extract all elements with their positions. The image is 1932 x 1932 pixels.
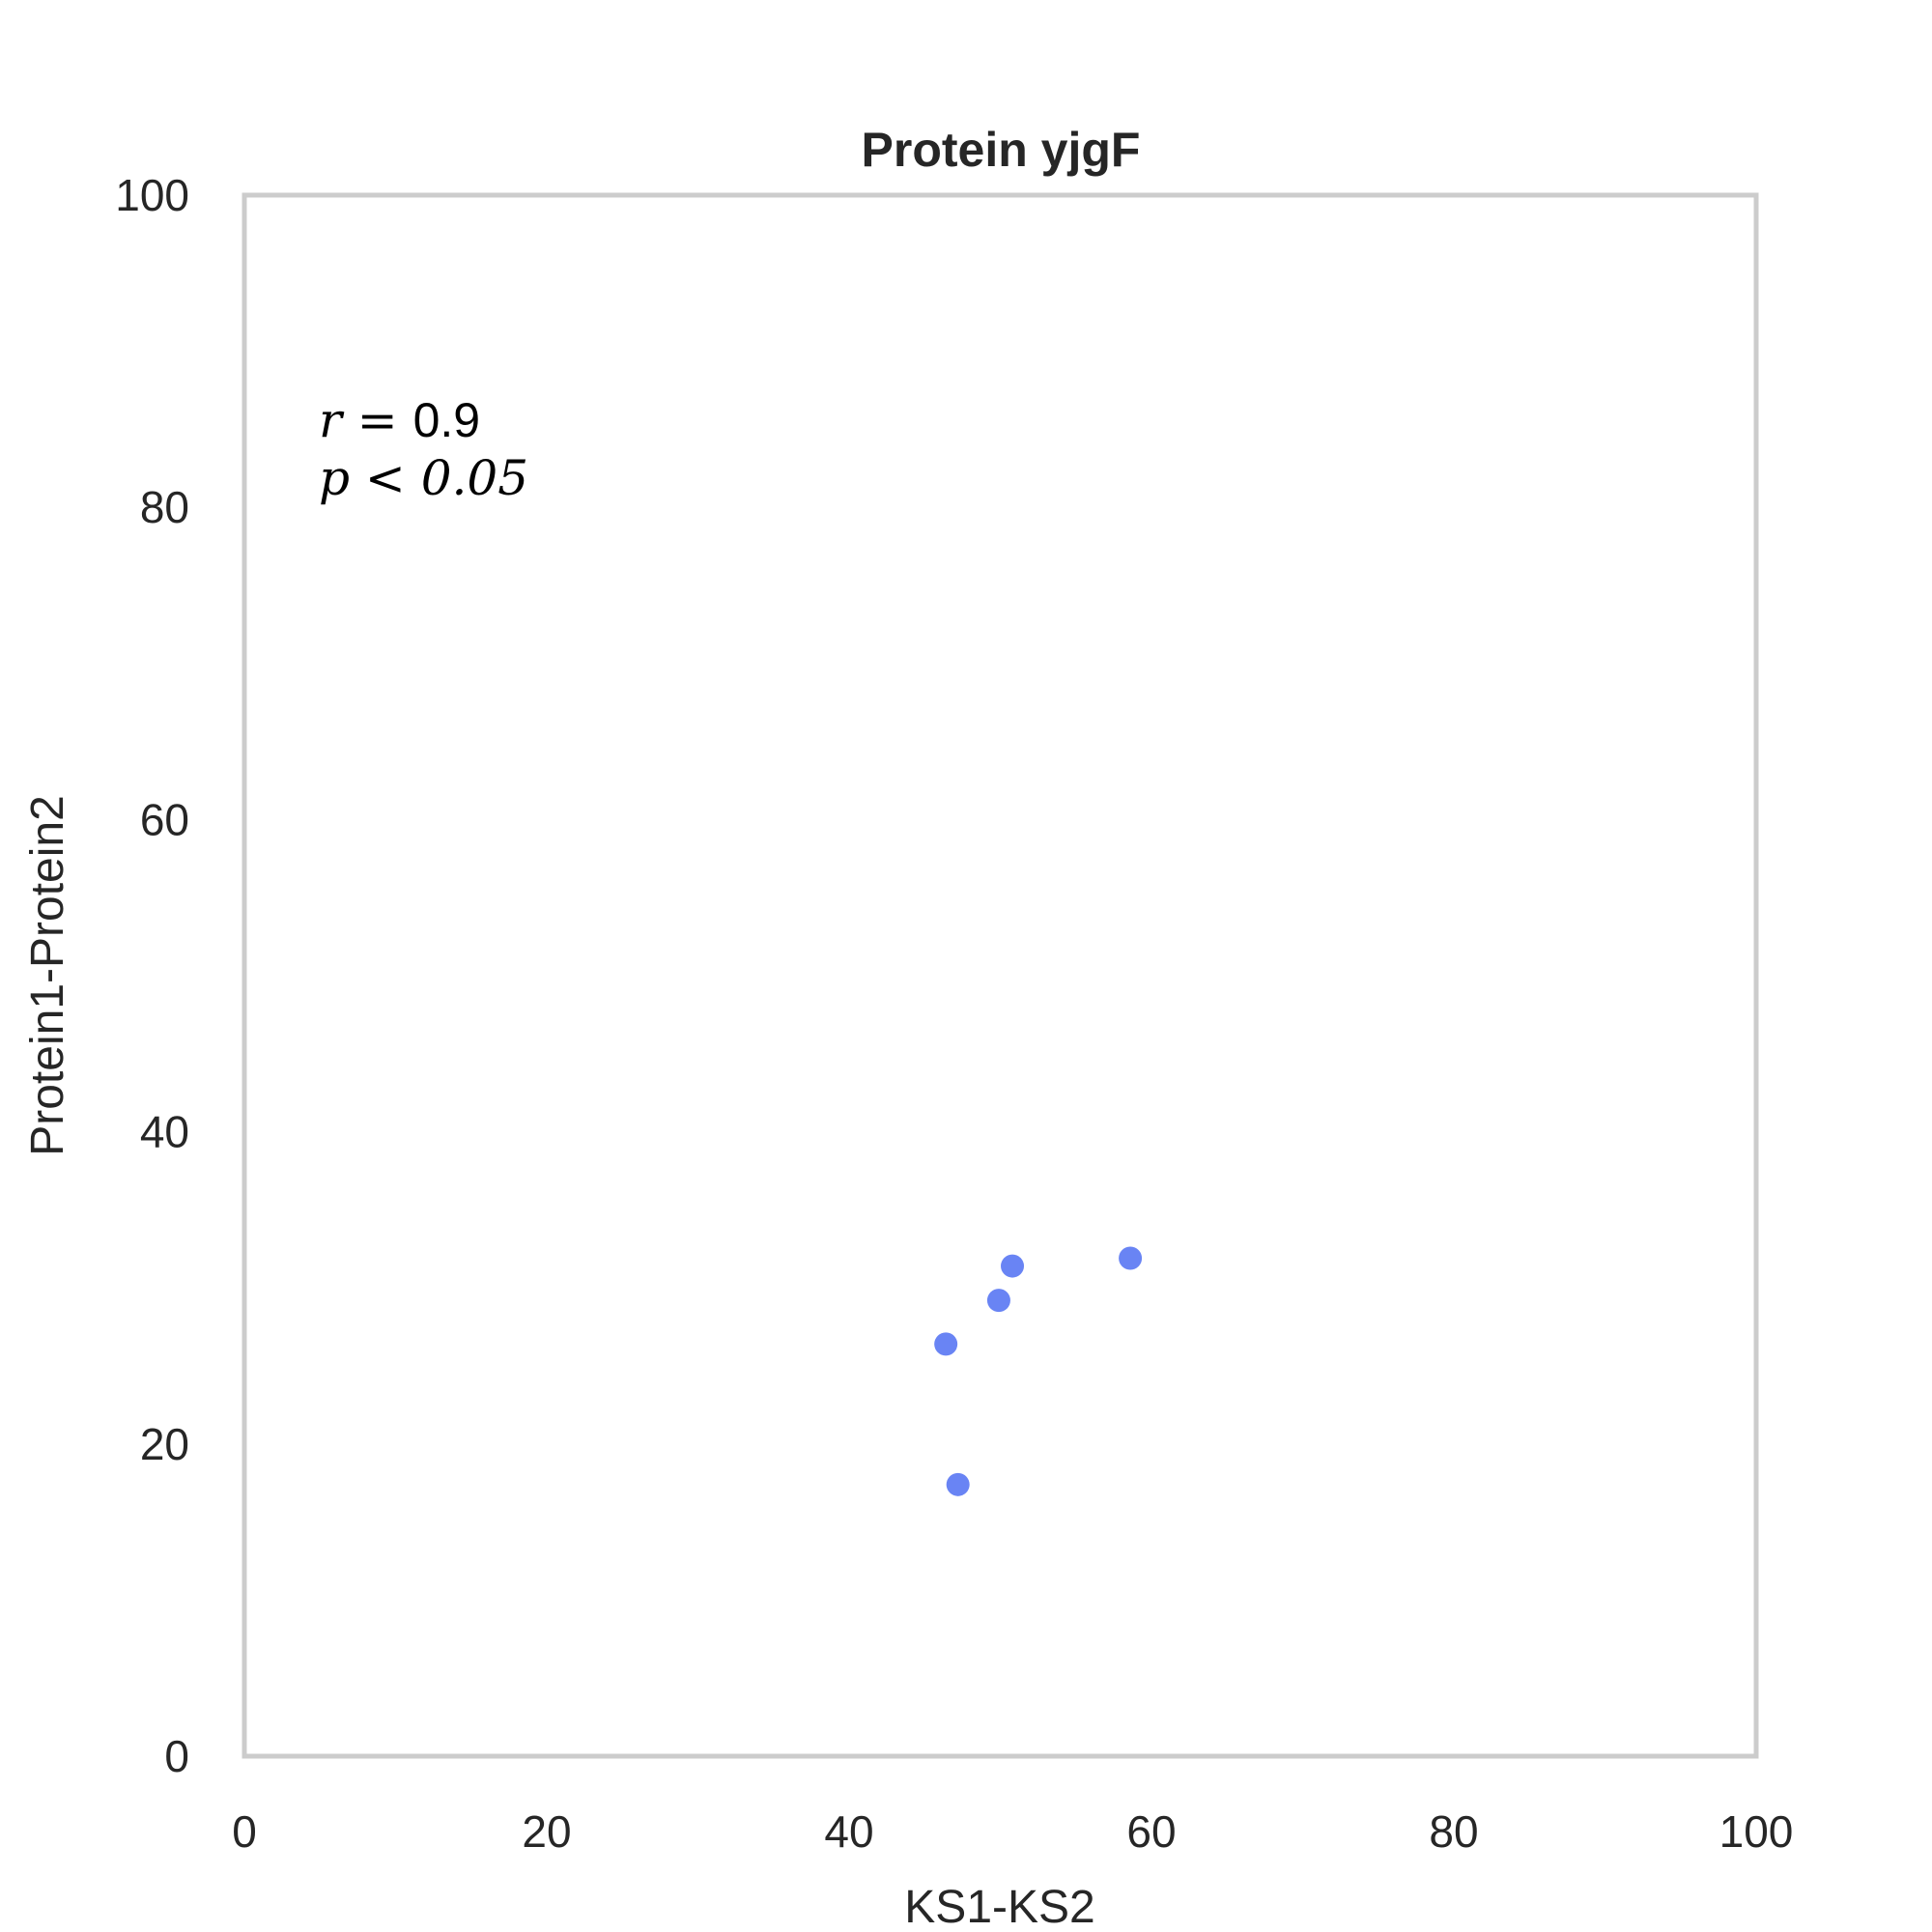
chart-title: Protein yjgF <box>862 123 1141 177</box>
data-points <box>934 1246 1143 1496</box>
y-axis-label: Protein1-Protein2 <box>22 795 73 1156</box>
p-annotation: p < 0.05 <box>319 450 528 506</box>
y-tick-labels: 0 20 40 60 80 100 <box>115 170 189 1781</box>
x-tick-labels: 0 20 40 60 80 100 <box>232 1806 1793 1857</box>
scatter-point <box>986 1289 1010 1313</box>
scatter-point <box>1119 1246 1143 1270</box>
x-axis-label: KS1-KS2 <box>904 1882 1094 1932</box>
correlation-annotation: r = 0.9 p < 0.05 <box>319 392 528 506</box>
y-tick-label: 20 <box>140 1419 189 1469</box>
x-tick-label: 60 <box>1126 1806 1176 1857</box>
x-tick-label: 80 <box>1429 1806 1478 1857</box>
x-tick-label: 0 <box>232 1806 257 1857</box>
x-tick-label: 100 <box>1719 1806 1794 1857</box>
y-tick-label: 80 <box>140 482 189 532</box>
scatter-point <box>1001 1254 1025 1278</box>
y-tick-label: 40 <box>140 1107 189 1157</box>
scatter-point <box>934 1332 958 1356</box>
plot-frame <box>242 192 1759 1759</box>
scatter-point <box>946 1472 970 1496</box>
y-tick-label: 60 <box>140 794 189 844</box>
y-tick-label: 0 <box>164 1731 189 1781</box>
y-tick-label: 100 <box>115 170 189 220</box>
r-annotation: r = 0.9 <box>319 392 480 448</box>
x-tick-label: 20 <box>522 1806 571 1857</box>
x-tick-label: 40 <box>824 1806 873 1857</box>
